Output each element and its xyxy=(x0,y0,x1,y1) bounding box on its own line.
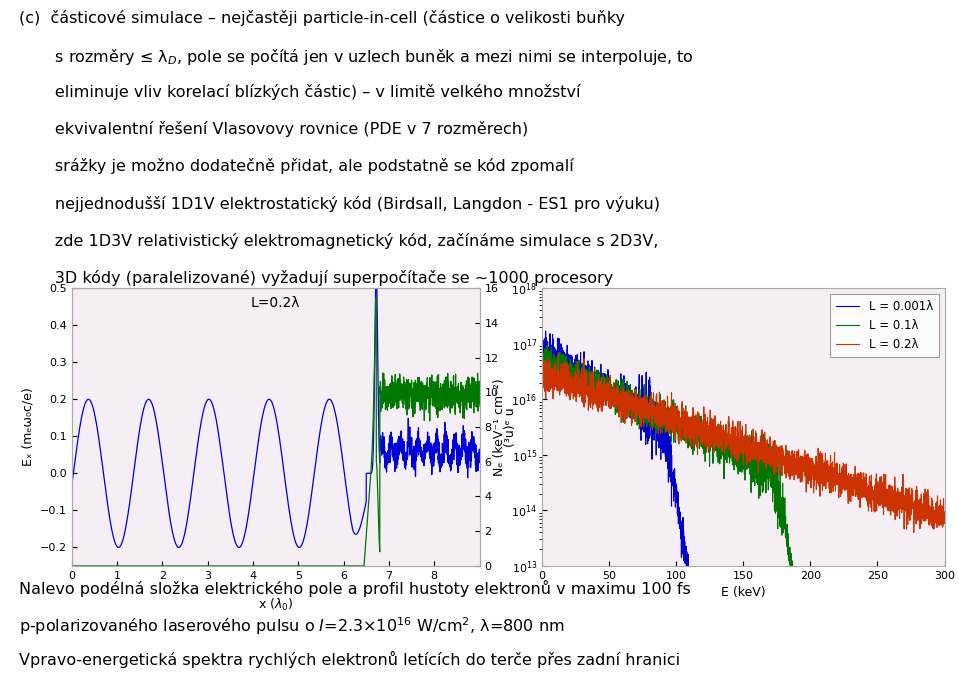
L = 0.2λ xyxy=(691,421,703,429)
L = 0.001λ xyxy=(691,628,703,637)
L = 0.1λ xyxy=(541,342,552,350)
Text: x ($\lambda_0$): x ($\lambda_0$) xyxy=(258,597,293,613)
L = 0.1λ xyxy=(537,349,549,357)
L = 0.2λ xyxy=(931,497,943,506)
Text: 3D kódy (paralelizované) vyžadují superpočítače se ~1000 procesory: 3D kódy (paralelizované) vyžadují superp… xyxy=(19,270,614,285)
L = 0.2λ xyxy=(888,508,900,516)
Y-axis label: (³u)ᵉ u: (³u)ᵉ u xyxy=(504,407,517,447)
L = 0.2λ xyxy=(607,385,619,393)
Text: Vpravo-energetická spektra rychlých elektronů letících do terče přes zadní hrani: Vpravo-energetická spektra rychlých elek… xyxy=(19,651,680,668)
Text: ekvivalentní řešení Vlasovovy rovnice (PDE v 7 rozměrech): ekvivalentní řešení Vlasovovy rovnice (P… xyxy=(19,121,528,137)
X-axis label: E (keV): E (keV) xyxy=(721,587,765,600)
Text: eliminuje vliv korelací blízkých částic) – v limitě velkého množství: eliminuje vliv korelací blízkých částic)… xyxy=(19,84,581,100)
L = 0.1λ xyxy=(583,369,595,377)
L = 0.2λ xyxy=(583,390,595,398)
L = 0.2λ xyxy=(908,528,920,536)
L = 0.2λ xyxy=(537,379,549,388)
Legend: L = 0.001λ, L = 0.1λ, L = 0.2λ: L = 0.001λ, L = 0.1λ, L = 0.2λ xyxy=(830,294,939,357)
Text: s rozměry ≤ λ$_D$, pole se počítá jen v uzlech buněk a mezi nimi se interpoluje,: s rozměry ≤ λ$_D$, pole se počítá jen v … xyxy=(19,47,694,67)
Text: zde 1D3V relativistický elektromagnetický kód, začínáme simulace s 2D3V,: zde 1D3V relativistický elektromagnetick… xyxy=(19,233,659,248)
L = 0.2λ xyxy=(552,349,564,357)
Text: nejjednodušší 1D1V elektrostatický kód (Birdsall, Langdon - ES1 pro výuku): nejjednodušší 1D1V elektrostatický kód (… xyxy=(19,196,660,211)
Text: (c)  částicové simulace – nejčastěji particle-in-cell (částice o velikosti buňky: (c) částicové simulace – nejčastěji part… xyxy=(19,10,625,26)
Text: Nalevo podélná složka elektrického pole a profil hustoty elektronů v maximu 100 : Nalevo podélná složka elektrického pole … xyxy=(19,580,690,597)
L = 0.001λ xyxy=(607,385,619,393)
Text: p-polarizovaného laserového pulsu o $I$=2.3$\times$10$^{16}$ W/cm$^2$, λ=800 nm: p-polarizovaného laserového pulsu o $I$=… xyxy=(19,615,565,637)
L = 0.001λ xyxy=(540,327,551,335)
Text: srážky je možno dodatečně přidat, ale podstatně se kód zpomalí: srážky je možno dodatečně přidat, ale po… xyxy=(19,158,573,174)
Y-axis label: Nₑ (keV⁻¹ cm⁻²): Nₑ (keV⁻¹ cm⁻²) xyxy=(493,378,505,476)
Y-axis label: Eₓ (mₑω₀c/e): Eₓ (mₑω₀c/e) xyxy=(21,388,35,466)
Line: L = 0.2λ: L = 0.2λ xyxy=(543,353,945,532)
L = 0.1λ xyxy=(691,418,703,426)
L = 0.001λ xyxy=(583,367,595,375)
L = 0.1λ xyxy=(709,442,720,451)
Line: L = 0.1λ: L = 0.1λ xyxy=(543,346,945,686)
L = 0.1λ xyxy=(607,383,619,391)
L = 0.001λ xyxy=(537,334,549,342)
L = 0.2λ xyxy=(939,508,950,516)
L = 0.2λ xyxy=(709,429,720,438)
Line: L = 0.001λ: L = 0.001λ xyxy=(543,331,945,686)
Text: L=0.2λ: L=0.2λ xyxy=(251,296,300,311)
